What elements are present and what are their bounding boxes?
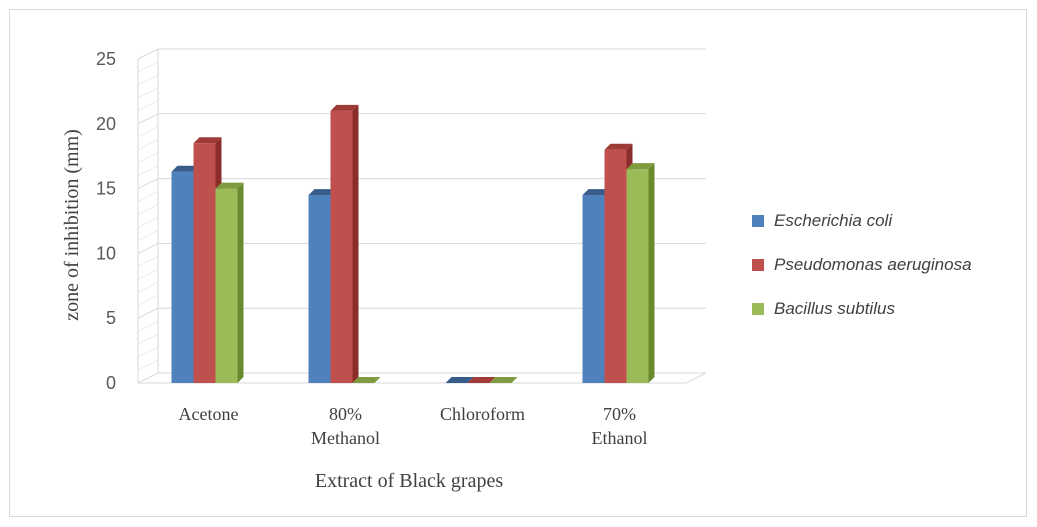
wall-hatch bbox=[137, 346, 159, 358]
y-axis-title: zone of inhibition (mm) bbox=[61, 129, 83, 321]
wall-hatch bbox=[137, 74, 159, 86]
category-label: Chloroform bbox=[440, 404, 525, 424]
wall-hatch bbox=[137, 281, 159, 293]
y-tick-label: 0 bbox=[106, 373, 116, 393]
wall-hatch bbox=[137, 268, 159, 280]
wall-hatch bbox=[137, 229, 159, 241]
bar-top bbox=[604, 143, 633, 150]
wall-hatch bbox=[137, 61, 159, 73]
bar-front bbox=[582, 195, 605, 383]
gridline-depth bbox=[137, 178, 159, 190]
wall-hatch bbox=[137, 255, 159, 267]
wall-hatch bbox=[137, 100, 159, 112]
bar-front bbox=[330, 110, 353, 383]
bar-front bbox=[193, 143, 216, 383]
legend-label: Escherichia coli bbox=[774, 211, 893, 230]
wall-hatch bbox=[137, 152, 159, 164]
category-label: Ethanol bbox=[592, 428, 648, 448]
bar-side bbox=[648, 163, 655, 383]
bar-top bbox=[582, 189, 611, 196]
bar-front bbox=[215, 188, 238, 383]
bar bbox=[467, 377, 496, 383]
bar-front bbox=[604, 149, 627, 383]
bar-front bbox=[171, 171, 194, 383]
floor-edge bbox=[685, 372, 707, 384]
legend-item: Pseudomonas aeruginosa bbox=[752, 255, 972, 274]
legend-label: Pseudomonas aeruginosa bbox=[774, 255, 972, 274]
category-label: Acetone bbox=[179, 404, 239, 424]
category-label: 80% bbox=[329, 404, 362, 424]
bar-top bbox=[626, 163, 655, 170]
y-tick-label: 5 bbox=[106, 308, 116, 328]
wall-hatch bbox=[137, 320, 159, 332]
bar bbox=[489, 377, 518, 383]
gridline-depth bbox=[137, 307, 159, 319]
gridline-depth bbox=[137, 242, 159, 254]
legend-item: Escherichia coli bbox=[752, 211, 893, 230]
bar-top bbox=[308, 189, 337, 196]
category-label: Methanol bbox=[311, 428, 380, 448]
wall-hatch bbox=[137, 217, 159, 228]
wall-hatch bbox=[137, 126, 159, 138]
bar-layer bbox=[171, 104, 655, 383]
wall-hatch bbox=[137, 191, 159, 203]
category-labels: Acetone 80% Methanol Chloroform 70% Ethanol bbox=[179, 404, 648, 448]
wall-hatch bbox=[137, 165, 159, 177]
y-tick-label: 15 bbox=[96, 179, 116, 199]
bar bbox=[352, 377, 381, 383]
bar-top bbox=[215, 182, 244, 189]
wall-hatch bbox=[137, 204, 159, 215]
legend-label: Bacillus subtilus bbox=[774, 299, 895, 318]
bar-top bbox=[193, 137, 222, 144]
bar-top bbox=[352, 377, 381, 383]
bar-side bbox=[352, 104, 359, 383]
bar-front bbox=[626, 169, 649, 383]
legend-swatch bbox=[752, 215, 764, 227]
bar-side bbox=[237, 182, 244, 383]
y-tick-label: 20 bbox=[96, 114, 116, 134]
bar-top bbox=[489, 377, 518, 383]
legend-swatch bbox=[752, 303, 764, 315]
wall-hatch bbox=[137, 139, 159, 151]
bar-top bbox=[171, 165, 200, 172]
bar-top bbox=[467, 377, 496, 383]
gridline-depth bbox=[137, 372, 159, 384]
bar-top bbox=[445, 377, 474, 383]
bar bbox=[330, 104, 359, 383]
bar bbox=[215, 182, 244, 383]
bar bbox=[445, 377, 474, 383]
legend-swatch bbox=[752, 259, 764, 271]
legend-item: Bacillus subtilus bbox=[752, 299, 895, 318]
y-tick-labels: 0 5 10 15 20 25 bbox=[96, 49, 116, 393]
wall-hatch bbox=[137, 333, 159, 345]
wall-hatch bbox=[137, 359, 159, 371]
y-tick-label: 25 bbox=[96, 49, 116, 69]
wall-hatch bbox=[137, 87, 159, 99]
bar-front bbox=[308, 195, 331, 383]
gridline-depth bbox=[137, 48, 159, 60]
bar-top bbox=[330, 104, 359, 111]
x-axis-title: Extract of Black grapes bbox=[315, 470, 503, 492]
category-label: 70% bbox=[603, 404, 636, 424]
wall-hatch bbox=[137, 294, 159, 306]
y-tick-label: 10 bbox=[96, 243, 116, 263]
bar bbox=[626, 163, 655, 383]
legend: Escherichia coli Pseudomonas aeruginosa Ba… bbox=[752, 211, 972, 318]
gridline-depth bbox=[137, 113, 159, 125]
